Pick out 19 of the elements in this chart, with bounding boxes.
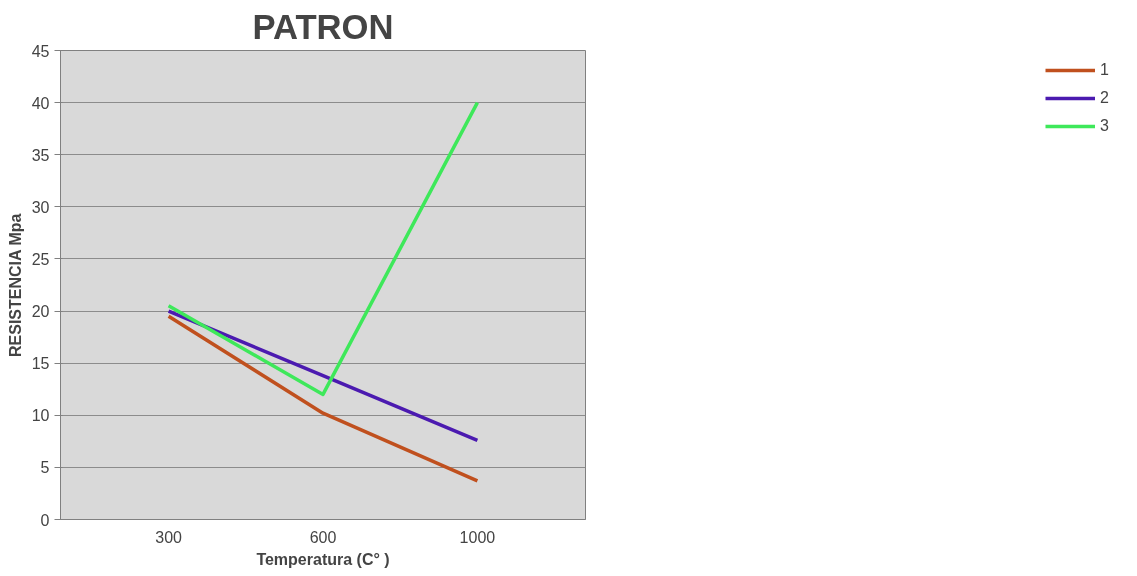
- y-tick-label: 20: [31, 303, 50, 321]
- y-tick-label: 10: [31, 407, 50, 425]
- legend-label: 1: [1100, 61, 1110, 79]
- y-tick-label: 45: [31, 42, 50, 60]
- x-tick-label: 1000: [459, 528, 496, 546]
- y-axis-title: RESISTENCIA Mpa: [6, 213, 24, 358]
- x-axis-title: Temperatura (C° ): [256, 550, 390, 568]
- y-tick-label: 35: [31, 146, 50, 164]
- legend-label: 2: [1100, 89, 1110, 107]
- y-tick-label: 15: [31, 355, 50, 373]
- legend-label: 3: [1100, 117, 1110, 135]
- chart-title: PATRON: [252, 7, 394, 46]
- y-tick-label: 5: [40, 459, 50, 477]
- x-tick-label: 600: [309, 528, 337, 546]
- y-tick-label: 0: [40, 511, 50, 529]
- y-tick-label: 30: [31, 198, 50, 216]
- x-tick-label: 300: [155, 528, 183, 546]
- y-tick-label: 25: [31, 250, 50, 268]
- y-tick-label: 40: [31, 94, 50, 112]
